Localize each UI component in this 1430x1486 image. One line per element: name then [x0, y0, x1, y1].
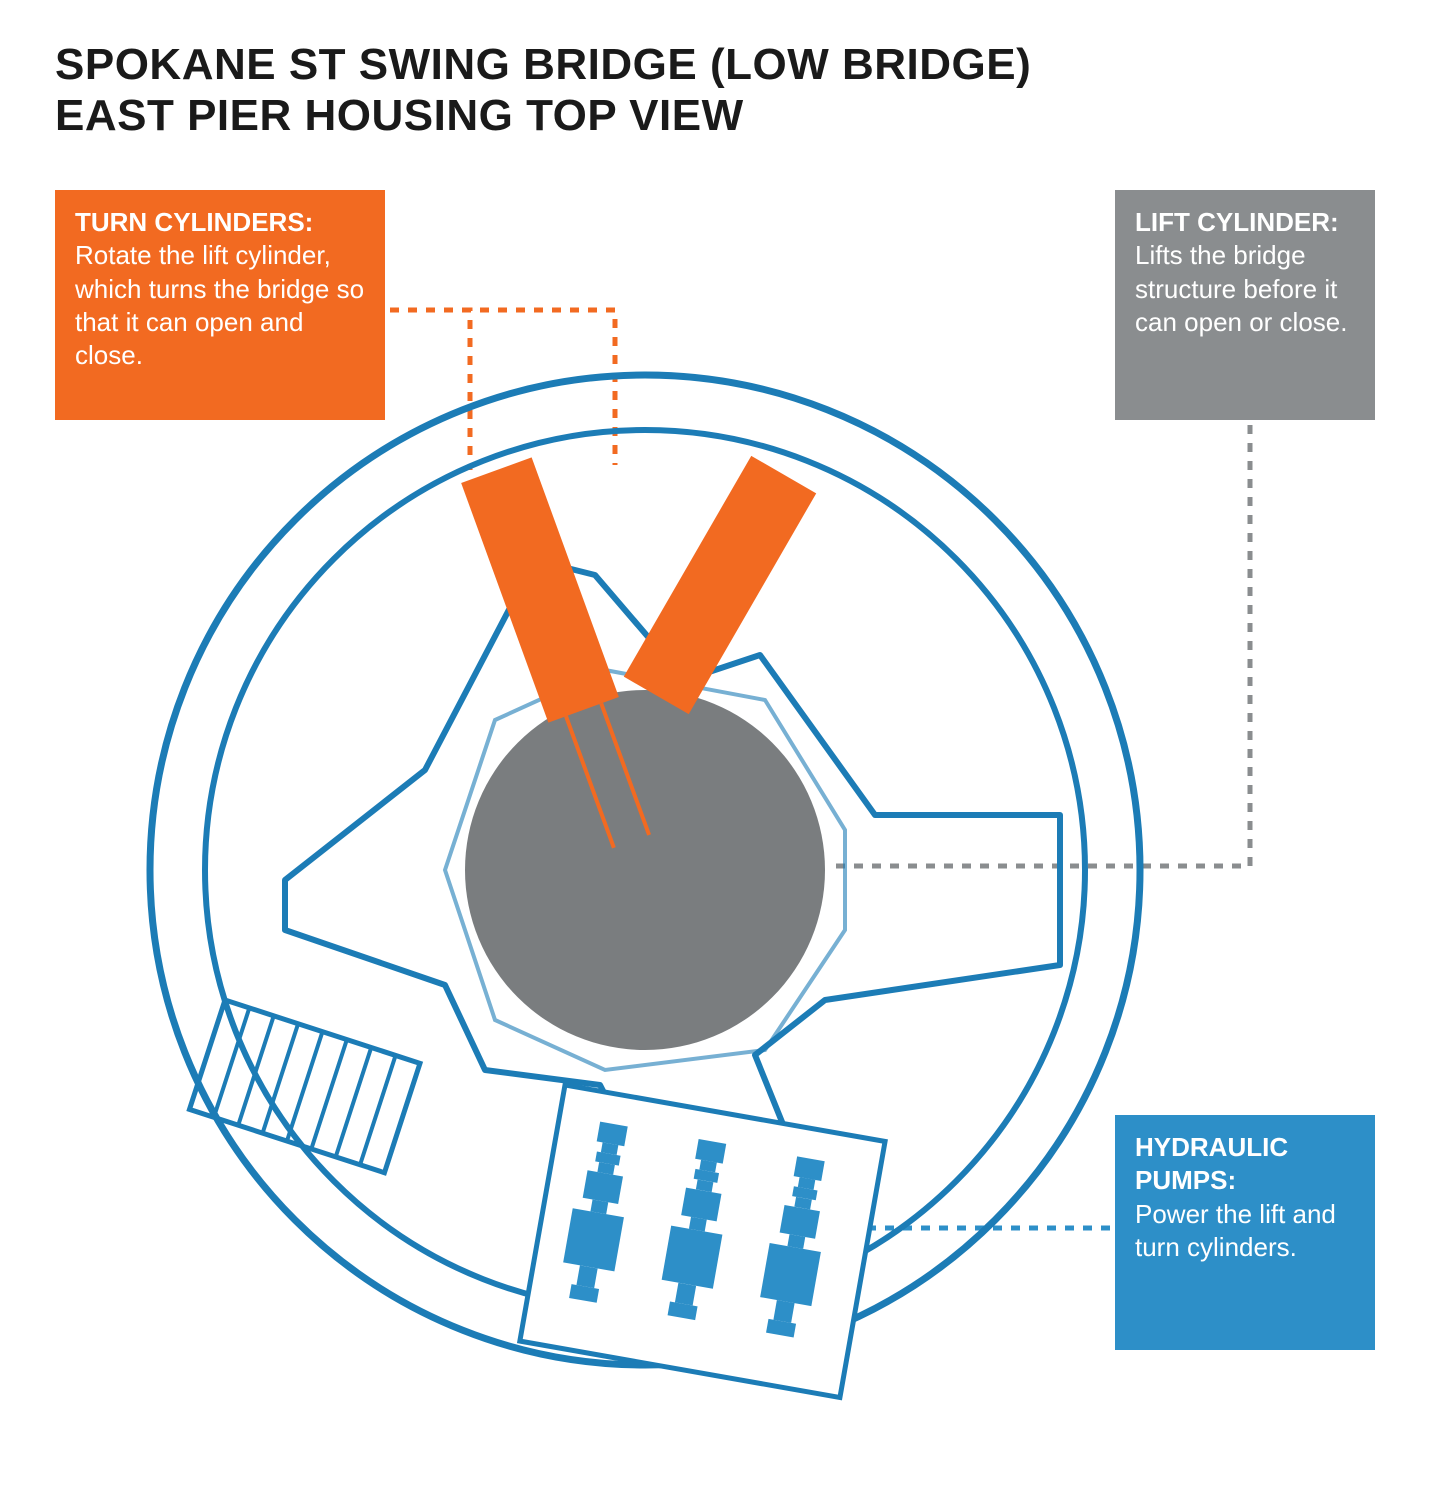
- turn-cylinder: [624, 456, 816, 714]
- leader-turn: [390, 310, 470, 470]
- turn-cylinder-body: [624, 456, 816, 714]
- stairs: [189, 1000, 420, 1173]
- leader-turn: [390, 310, 615, 465]
- lift-cylinder-core: [465, 690, 825, 1050]
- leader-lift: [828, 425, 1250, 866]
- diagram-svg: [0, 0, 1430, 1486]
- turn-cylinder-body: [461, 457, 619, 722]
- pump-enclosure: [520, 1085, 885, 1397]
